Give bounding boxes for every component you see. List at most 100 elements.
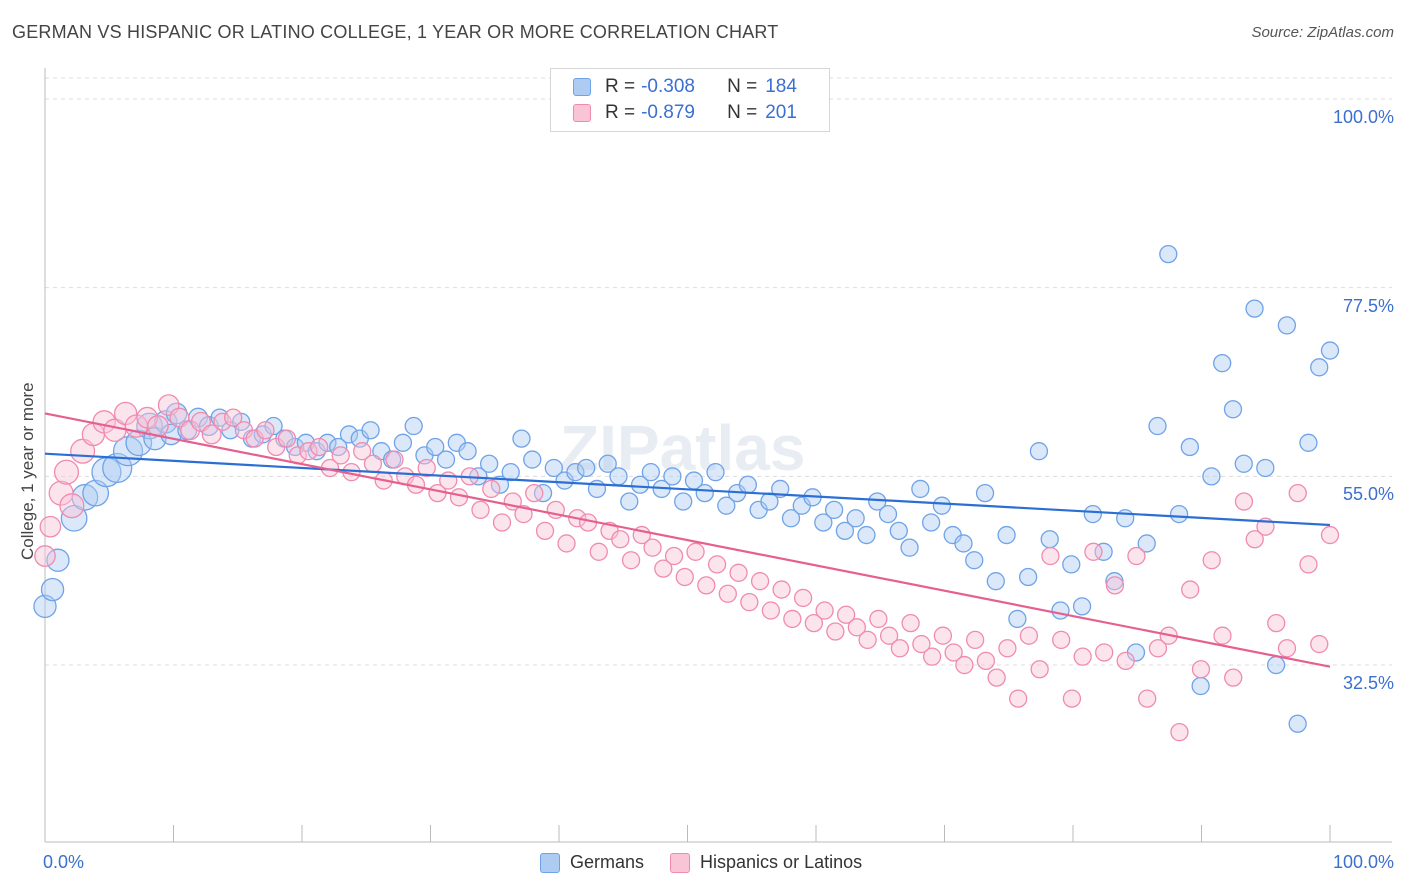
german-point [1234, 454, 1253, 473]
legend-item-hispanics[interactable]: Hispanics or Latinos [670, 852, 862, 873]
n-label: N = [727, 76, 758, 97]
german-point [911, 479, 930, 499]
german-point [426, 437, 445, 457]
hispanic-point [224, 408, 243, 427]
stats-row-hispanics: R = -0.879 N = 201 [573, 102, 797, 124]
hispanic-point [277, 429, 297, 448]
hispanic-point [815, 601, 834, 620]
hispanic-point [525, 483, 544, 503]
hispanic-point [1299, 555, 1318, 574]
german-point [1256, 458, 1275, 478]
hispanic-point [1030, 660, 1049, 679]
r-value: -0.879 [641, 102, 695, 123]
german-point [997, 525, 1016, 545]
hispanic-point [1009, 689, 1028, 708]
hispanic-point [912, 634, 931, 654]
hispanic-point [1041, 546, 1060, 566]
hispanic-point [1095, 643, 1114, 662]
y-tick-label: 55.0% [1342, 484, 1394, 505]
hispanic-point [1277, 639, 1297, 658]
hispanic-point [879, 626, 899, 645]
german-point [1137, 534, 1156, 553]
hispanic-point [1170, 722, 1189, 742]
hispanic-point [965, 630, 985, 650]
hispanic-point [59, 493, 85, 519]
german-point [566, 463, 585, 482]
hispanic-point [826, 622, 845, 641]
hispanic-point [180, 420, 201, 441]
r-label: R = [605, 102, 636, 123]
hispanic-point [201, 424, 222, 445]
hispanic-point [535, 521, 555, 541]
hispanic-point [514, 504, 533, 524]
hispanic-point [1320, 525, 1340, 545]
n-label: N = [727, 102, 758, 123]
hispanic-point [213, 412, 232, 431]
hispanic-point [740, 592, 759, 612]
german-point [674, 492, 693, 511]
german-point [1083, 504, 1102, 524]
hispanic-point [256, 421, 275, 440]
hispanic-point [1019, 626, 1039, 645]
pink-swatch [573, 104, 591, 122]
hispanic-point [48, 480, 74, 506]
german-point [490, 475, 510, 494]
hispanic-point [654, 559, 673, 578]
german-point [1299, 433, 1318, 452]
hispanic-point [363, 454, 383, 473]
x-tick-label-min: 0.0% [43, 852, 85, 872]
hispanic-point [933, 626, 953, 645]
blue-swatch [573, 78, 591, 96]
hispanic-point [1213, 626, 1232, 645]
german-point [1180, 437, 1200, 457]
german-point [824, 500, 844, 520]
german-point [523, 450, 542, 469]
german-point [609, 467, 628, 486]
german-point [1159, 244, 1178, 264]
hispanic-point [1127, 546, 1146, 566]
german-point [1277, 316, 1297, 335]
german-point [1072, 597, 1092, 616]
hispanic-point [1224, 668, 1243, 687]
n-value: 184 [765, 76, 797, 97]
hispanic-point [310, 437, 329, 457]
german-point [1051, 601, 1070, 620]
hispanic-point [697, 576, 716, 595]
hispanic-point [1052, 630, 1071, 650]
hispanic-point [1202, 551, 1221, 570]
german-point [1320, 341, 1340, 360]
hispanic-point [976, 651, 996, 671]
german-point [501, 463, 520, 482]
german-point [965, 551, 984, 570]
hispanic-point [589, 542, 608, 561]
german-point [1310, 358, 1329, 377]
hispanic-point [147, 415, 169, 437]
hispanic-point [1181, 580, 1200, 599]
stats-row-germans: R = -0.308 N = 184 [573, 76, 797, 98]
chart-title: GERMAN VS HISPANIC OR LATINO COLLEGE, 1 … [12, 22, 779, 42]
german-point [404, 416, 423, 436]
legend-item-germans[interactable]: Germans [540, 852, 644, 873]
hispanic-point [793, 588, 813, 608]
hispanic-point [675, 567, 694, 587]
german-point [40, 577, 65, 602]
german-point [318, 433, 337, 452]
hispanic-point [299, 442, 318, 461]
hispanic-point [922, 647, 942, 666]
german-point [436, 450, 456, 469]
german-point [781, 509, 801, 528]
hispanic-point [847, 618, 867, 637]
german-point [1169, 504, 1189, 524]
hispanic-point [439, 471, 458, 490]
hispanic-point [686, 542, 705, 561]
hispanic-point [385, 450, 404, 469]
legend-label: Hispanics or Latinos [700, 852, 863, 872]
german-point [60, 504, 88, 532]
german-point [630, 475, 650, 494]
hispanic-point [611, 530, 630, 549]
hispanic-point [1234, 492, 1254, 511]
hispanic-point [890, 639, 910, 658]
r-label: R = [605, 76, 636, 97]
german-point [1094, 542, 1113, 561]
